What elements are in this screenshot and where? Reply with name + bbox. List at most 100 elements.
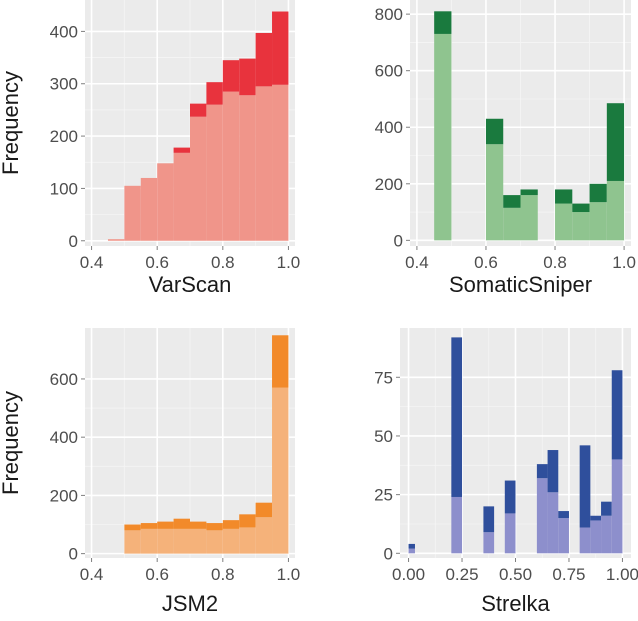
bar-lower-segment (140, 528, 158, 554)
bar-lower-segment (206, 104, 223, 241)
x-tick-label: 1.00 (606, 565, 638, 584)
x-axis-title: SomaticSniper (449, 272, 592, 297)
bar-upper-segment (606, 103, 625, 181)
bar-upper-segment (483, 506, 495, 533)
bar-upper-segment (190, 521, 207, 529)
bar-lower-segment (255, 517, 273, 554)
bar-lower-segment (157, 163, 174, 241)
y-tick-label: 0 (394, 231, 403, 250)
chart-panel-varscan: 0 100 200 300 400 0.4 0.6 0.8 1.0 VarScan Frequenc… (0, 0, 300, 297)
bar-upper-segment (190, 103, 207, 117)
bar-lower-segment (140, 177, 158, 241)
x-tick-label: 0.4 (80, 253, 104, 272)
bar-upper-segment (222, 60, 240, 92)
x-tick-label: 0.6 (474, 253, 498, 272)
bar-lower-segment (173, 152, 190, 241)
x-tick-label: 0.4 (405, 253, 429, 272)
x-tick-label: 0.6 (145, 565, 169, 584)
y-tick-label: 400 (50, 22, 78, 41)
y-tick-label: 0 (69, 232, 78, 251)
bar-lower-segment (222, 91, 240, 241)
bar-lower-segment (485, 144, 504, 241)
bar-lower-segment (558, 518, 569, 554)
bar-lower-segment (590, 520, 602, 554)
x-axis-title: VarScan (149, 272, 232, 297)
y-tick-label: 50 (374, 427, 393, 446)
bar-lower-segment (272, 84, 289, 241)
x-axis-title: JSM2 (162, 591, 218, 616)
bar-lower-segment (483, 532, 495, 554)
bar-upper-segment (239, 58, 256, 96)
y-tick-label: 400 (375, 118, 403, 137)
bar-lower-segment (124, 530, 141, 554)
bar-upper-segment (485, 118, 504, 145)
x-tick-label: 0.75 (552, 565, 585, 584)
bar-upper-segment (272, 335, 289, 388)
bar-lower-segment (190, 116, 207, 241)
bar-lower-segment (255, 86, 273, 241)
bar-lower-segment (239, 95, 256, 241)
bar-lower-segment (503, 207, 521, 241)
y-tick-label: 0 (69, 545, 78, 564)
bar-upper-segment (589, 183, 607, 203)
chart-panel-jsm2: 0 200 400 600 0.4 0.6 0.8 1.0 JSM2 Frequency (0, 328, 300, 616)
y-tick-label: 800 (375, 5, 403, 24)
y-tick-label: 300 (50, 75, 78, 94)
bar-upper-segment (140, 523, 158, 529)
y-tick-label: 200 (50, 486, 78, 505)
y-tick-label: 25 (374, 486, 393, 505)
y-axis-title: Frequency (0, 71, 23, 175)
x-axis-title: Strelka (481, 591, 550, 616)
chart-panel-strelka: 0 25 50 75 0.00 0.25 0.50 0.75 1.00 Strelka (374, 328, 638, 616)
x-tick-label: 0.00 (392, 565, 425, 584)
y-axis-title: Frequency (0, 391, 23, 495)
bar-lower-segment (239, 527, 256, 554)
bar-lower-segment (206, 530, 223, 554)
x-tick-label: 0.4 (80, 565, 104, 584)
bar-lower-segment (606, 180, 625, 241)
y-tick-label: 0 (384, 544, 393, 563)
bar-lower-segment (504, 513, 516, 554)
bar-upper-segment (272, 11, 289, 85)
bar-upper-segment (503, 195, 521, 208)
bar-lower-segment (547, 492, 559, 554)
bar-lower-segment (173, 528, 190, 554)
y-tick-label: 75 (374, 368, 393, 387)
bar-upper-segment (434, 11, 452, 34)
bar-upper-segment (239, 514, 256, 528)
bar-upper-segment (173, 147, 190, 153)
bar-lower-segment (434, 33, 452, 241)
bar-upper-segment (601, 501, 612, 516)
bar-lower-segment (579, 527, 591, 554)
bar-lower-segment (190, 528, 207, 554)
bar-lower-segment (451, 496, 463, 554)
bar-upper-segment (504, 480, 516, 514)
bar-upper-segment (222, 520, 240, 529)
bar-lower-segment (520, 195, 538, 241)
bar-upper-segment (611, 370, 623, 460)
y-tick-label: 200 (50, 127, 78, 146)
chart-panel-somaticsniper: 0 200 400 600 800 0.4 0.6 0.8 1.0 SomaticSniper (375, 0, 636, 297)
x-tick-label: 1.0 (277, 253, 301, 272)
y-tick-label: 600 (375, 62, 403, 81)
bar-lower-segment (222, 528, 240, 554)
bar-upper-segment (590, 515, 602, 521)
bar-lower-segment (107, 239, 125, 241)
bar-upper-segment (206, 523, 223, 531)
bar-lower-segment (555, 203, 573, 241)
x-tick-label: 1.0 (612, 253, 636, 272)
bar-lower-segment (601, 515, 612, 554)
bar-lower-segment (124, 185, 141, 241)
bar-upper-segment (555, 189, 573, 204)
bar-upper-segment (451, 337, 463, 497)
bar-upper-segment (558, 511, 569, 519)
bar-lower-segment (157, 528, 174, 554)
y-tick-label: 100 (50, 179, 78, 198)
bar-lower-segment (589, 202, 607, 241)
bar-upper-segment (206, 82, 223, 105)
x-tick-label: 0.25 (445, 565, 478, 584)
y-tick-label: 200 (375, 175, 403, 194)
y-tick-label: 600 (50, 370, 78, 389)
x-tick-label: 0.8 (211, 253, 235, 272)
